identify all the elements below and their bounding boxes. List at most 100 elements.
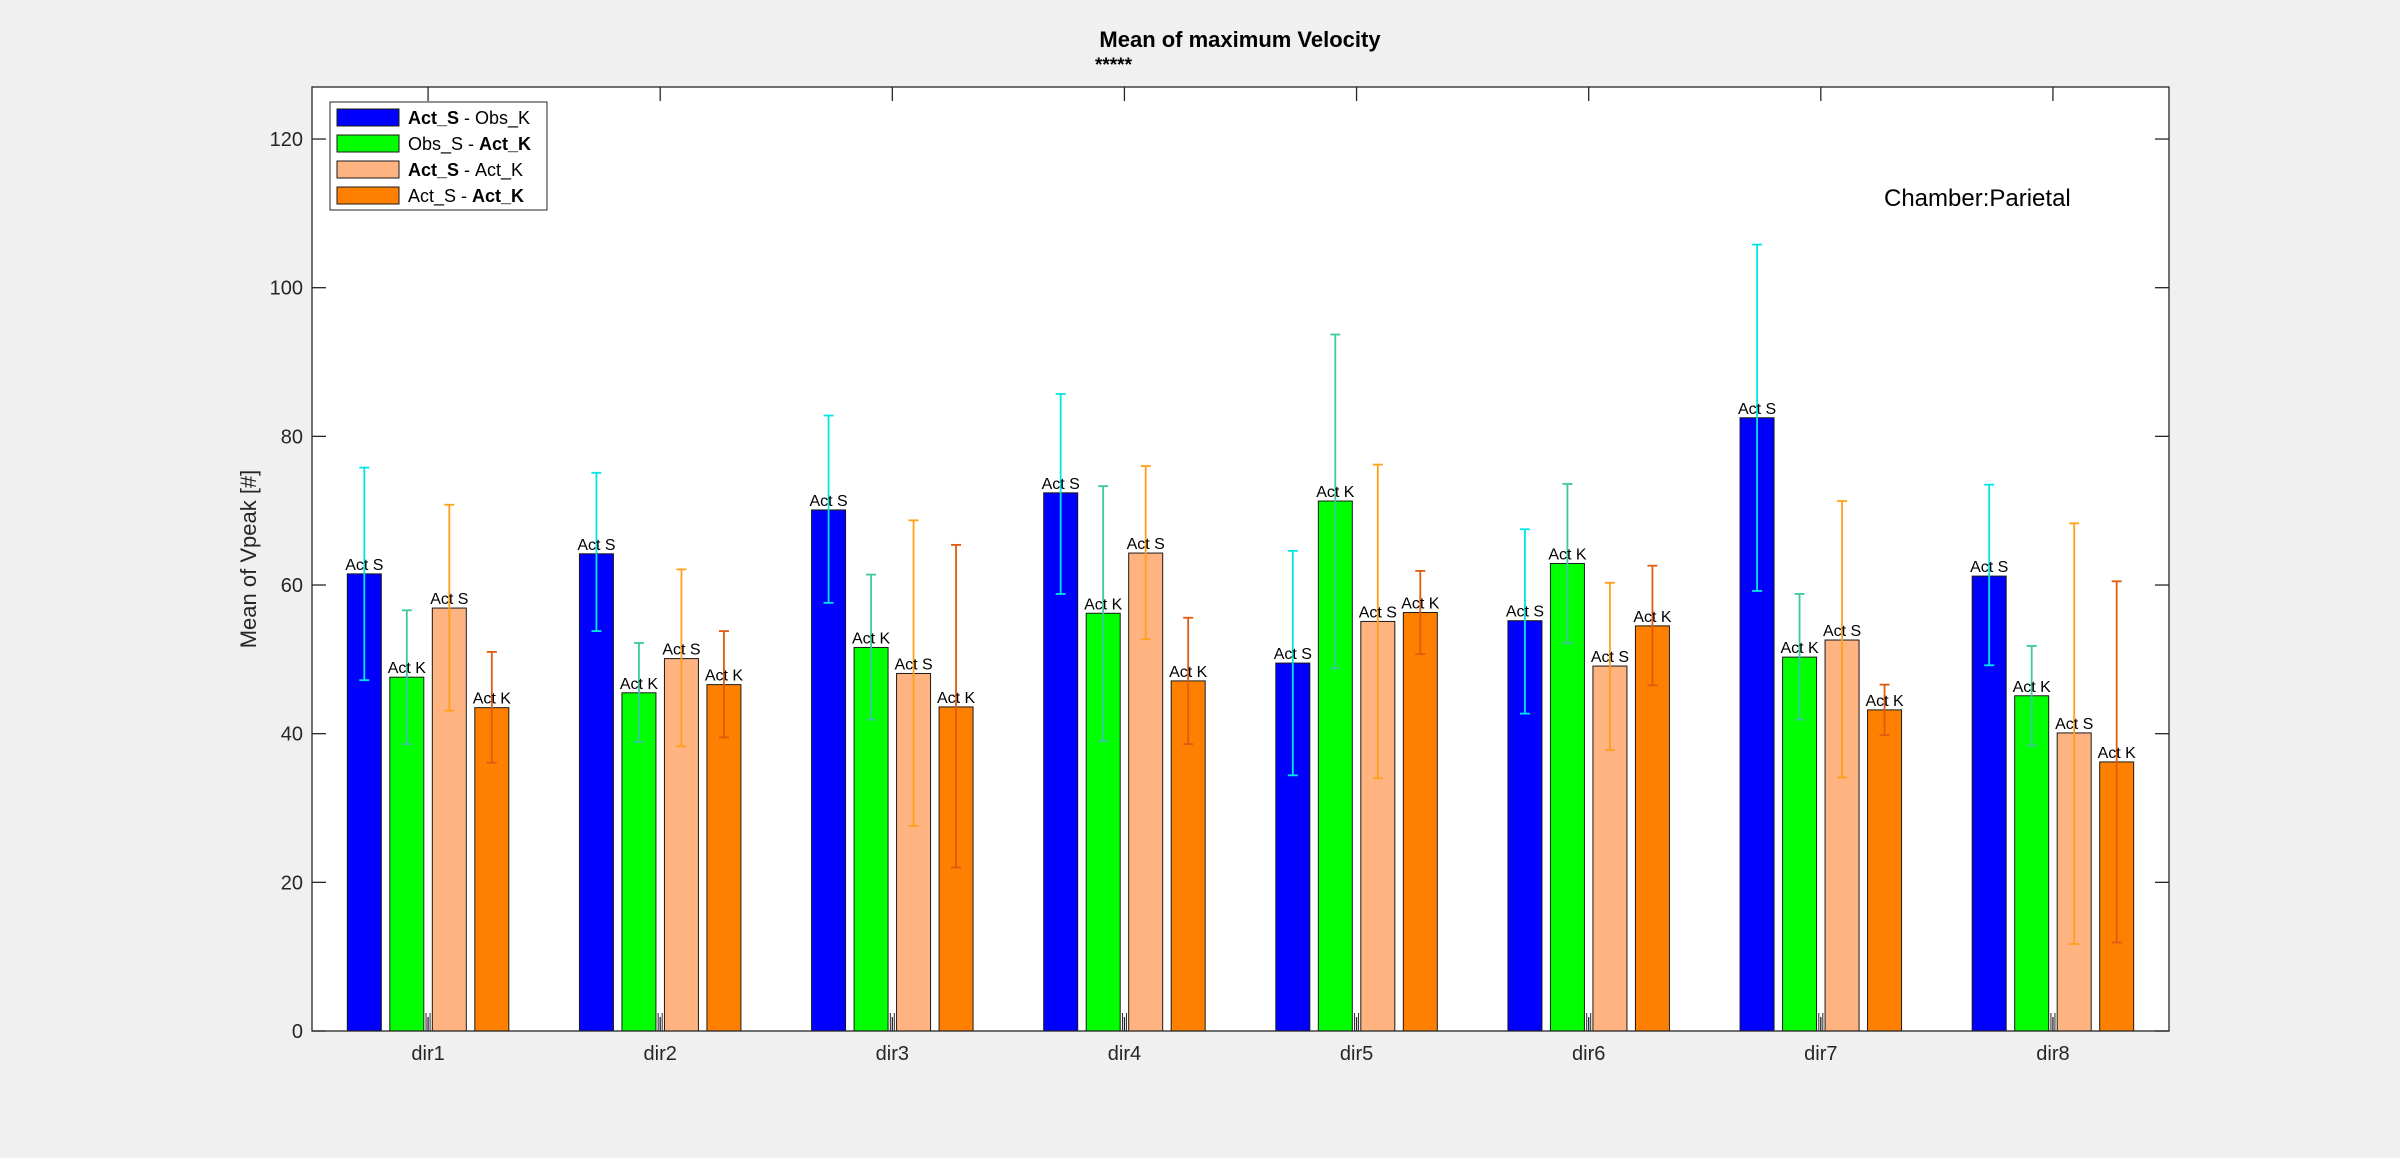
error-bar-dir8-series-4 (2111, 580, 2122, 944)
error-bar-dir7-series-3 (1837, 500, 1848, 779)
bar-label-dir1-series-1: Act S (345, 557, 383, 574)
bar-label-dir1-series-2: Act K (388, 660, 427, 677)
bar-dir6-series-4 (1634, 625, 1670, 1032)
bar-label-dir3-series-1: Act S (809, 493, 847, 510)
chamber-annotation: Chamber:Parietal (1884, 185, 2071, 212)
legend-label-series-2: Obs_S - Act_K (408, 134, 531, 155)
x-tick-label-dir2: dir2 (644, 1043, 677, 1065)
bar-label-dir7-series-1: Act S (1738, 401, 1776, 418)
bar-dir5-series-4 (1402, 612, 1438, 1032)
bar-dir1-series-4 (474, 707, 510, 1032)
error-bar-dir2-series-4 (718, 630, 729, 739)
bar-label-dir2-series-1: Act S (577, 537, 615, 554)
bar-label-dir8-series-1: Act S (1970, 559, 2008, 576)
y-tick-label-120: 120 (270, 129, 303, 151)
bar-label-dir1-series-4: Act K (473, 691, 512, 708)
error-bar-dir6-series-3 (1604, 581, 1615, 751)
x-tick-label-dir5: dir5 (1340, 1043, 1373, 1065)
error-bar-dir3-series-2 (866, 573, 877, 721)
bar-label-dir4-series-1: Act S (1042, 476, 1080, 493)
legend-swatch-series-2 (336, 134, 400, 153)
error-bar-dir5-series-2 (1330, 333, 1341, 670)
error-bar-dir4-series-1 (1055, 393, 1066, 595)
bar-label-dir8-series-3: Act S (2055, 716, 2093, 733)
error-bar-dir3-series-3 (908, 519, 919, 827)
bar-label-dir6-series-4: Act K (1633, 609, 1672, 626)
bar-label-dir8-series-4: Act K (2098, 745, 2137, 762)
bar-label-dir3-series-3: Act S (894, 656, 932, 673)
bar-label-dir2-series-3: Act S (662, 642, 700, 659)
error-bar-dir7-series-1 (1752, 243, 1763, 592)
bar-label-dir5-series-2: Act K (1316, 484, 1355, 501)
bar-label-dir4-series-3: Act S (1127, 536, 1165, 553)
error-bar-dir5-series-1 (1287, 549, 1298, 777)
bar-dir2-series-2 (621, 692, 657, 1032)
bar-label-dir3-series-4: Act K (937, 690, 976, 707)
error-bar-dir1-series-4 (486, 651, 497, 764)
y-tick-label-40: 40 (281, 724, 303, 746)
error-bar-dir1-series-3 (444, 503, 455, 712)
bar-dir7-series-4 (1867, 709, 1903, 1032)
bar-label-dir6-series-1: Act S (1506, 604, 1544, 621)
plot-frame (311, 86, 2170, 1032)
y-tick-label-20: 20 (281, 872, 303, 894)
bar-label-dir4-series-2: Act K (1084, 596, 1123, 613)
bar-label-dir7-series-2: Act K (1780, 640, 1819, 657)
bar-label-dir8-series-2: Act K (2013, 679, 2052, 696)
bar-dir8-series-2 (2014, 695, 2050, 1032)
error-bar-dir7-series-2 (1794, 593, 1805, 721)
legend-label-series-1: Act_S - Obs_K (408, 108, 530, 129)
x-tick-label-dir8: dir8 (2036, 1043, 2069, 1065)
error-bar-dir8-series-2 (2026, 645, 2037, 747)
bar-dir2-series-4 (706, 684, 742, 1032)
bar-label-dir1-series-3: Act S (430, 591, 468, 608)
bar-label-dir6-series-3: Act S (1591, 649, 1629, 666)
error-bar-dir4-series-2 (1098, 485, 1109, 743)
y-tick-label-80: 80 (281, 426, 303, 448)
bar-label-dir7-series-3: Act S (1823, 623, 1861, 640)
legend: Act_S - Obs_K Obs_S - Act_K Act_S - Act_K A… (329, 101, 548, 211)
x-tick-label-dir4: dir4 (1108, 1043, 1141, 1065)
y-tick-label-60: 60 (281, 575, 303, 597)
legend-swatch-series-1 (336, 108, 400, 127)
error-bar-dir7-series-4 (1879, 683, 1890, 737)
y-tick-label-0: 0 (292, 1021, 303, 1043)
error-bar-dir8-series-1 (1984, 483, 1995, 667)
y-axis-label: Mean of Vpeak [#] (236, 470, 261, 649)
error-bar-dir2-series-2 (633, 642, 644, 743)
chart-title: Mean of maximum Velocity (1099, 27, 1381, 52)
bar-label-dir6-series-2: Act K (1548, 546, 1587, 563)
error-bar-dir5-series-3 (1372, 463, 1383, 780)
error-bar-dir1-series-1 (359, 466, 370, 682)
bar-label-dir5-series-1: Act S (1274, 646, 1312, 663)
error-bar-dir4-series-4 (1183, 616, 1194, 745)
error-bar-dir4-series-3 (1140, 465, 1151, 641)
bar-label-dir2-series-2: Act K (620, 676, 659, 693)
error-bar-dir6-series-4 (1647, 564, 1658, 687)
bar-label-dir5-series-3: Act S (1359, 604, 1397, 621)
axis-ticks: dir1 dir2 dir3 dir4 dir5 dir6 dir7 dir8 0 20 40 60 8… (270, 87, 2169, 1065)
legend-swatch-series-4 (336, 186, 400, 205)
error-bar-dir6-series-1 (1519, 528, 1530, 715)
x-tick-label-dir6: dir6 (1572, 1043, 1605, 1065)
error-bar-dir8-series-3 (2069, 522, 2080, 945)
error-bar-dir1-series-2 (401, 609, 412, 745)
error-bar-dir2-series-1 (591, 471, 602, 633)
bar-label-dir2-series-4: Act K (705, 668, 744, 685)
legend-swatch-series-3 (336, 160, 400, 179)
error-bar-dir2-series-3 (676, 568, 687, 748)
bar-label-dir7-series-4: Act K (1865, 693, 1904, 710)
bar-label-dir3-series-2: Act K (852, 630, 891, 647)
chart-subtitle: ***** (1095, 55, 1133, 76)
x-tick-label-dir1: dir1 (411, 1043, 444, 1065)
error-bar-dir5-series-4 (1415, 569, 1426, 656)
bar-label-dir5-series-4: Act K (1401, 596, 1440, 613)
error-bar-dir3-series-1 (823, 414, 834, 604)
error-bar-dir3-series-4 (951, 543, 962, 869)
x-tick-label-dir3: dir3 (876, 1043, 909, 1065)
error-bar-dir6-series-2 (1562, 483, 1573, 644)
legend-label-series-4: Act_S - Act_K (408, 186, 524, 207)
legend-label-series-3: Act_S - Act_K (408, 160, 523, 181)
y-tick-label-100: 100 (270, 278, 303, 300)
